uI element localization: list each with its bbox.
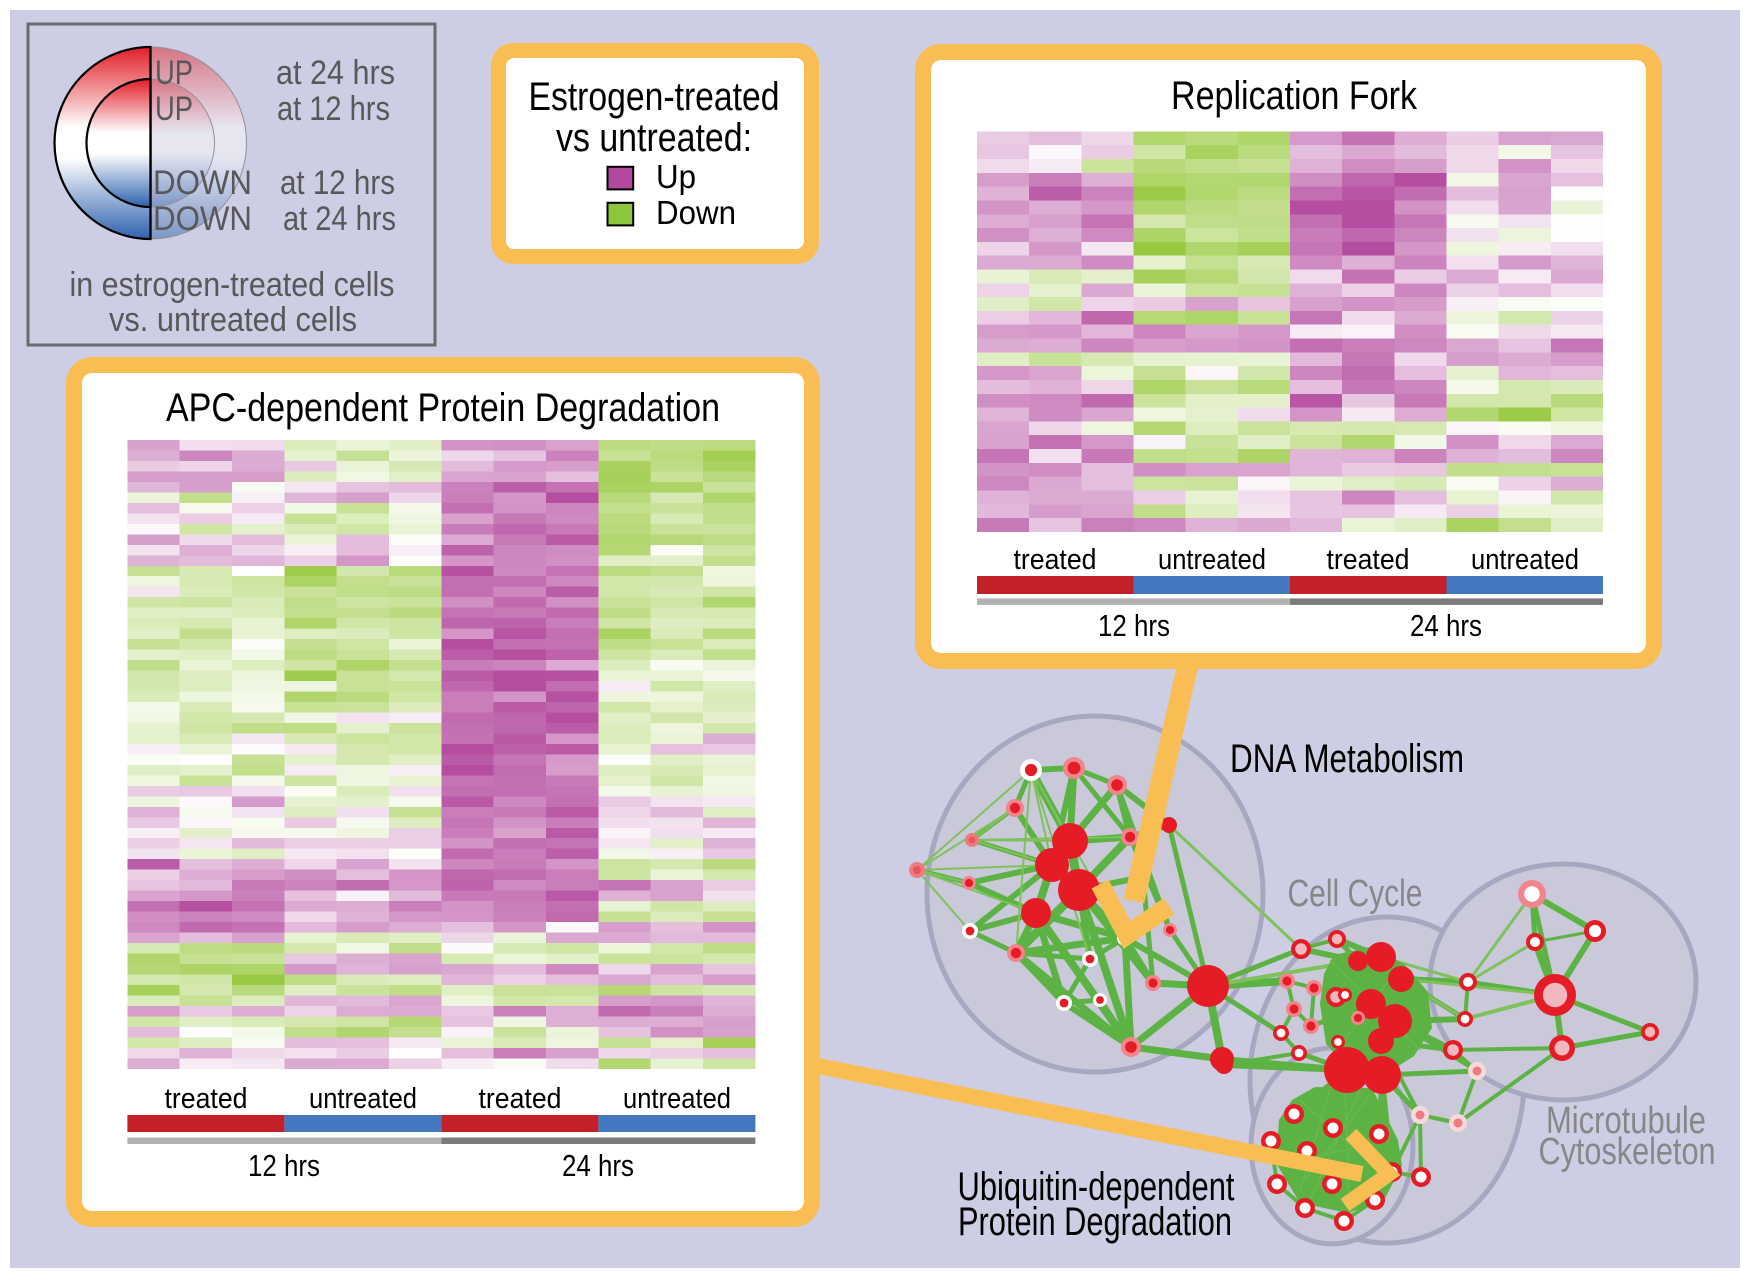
svg-text:untreated: untreated [1158,544,1266,576]
svg-text:Down: Down [656,194,736,231]
svg-text:untreated: untreated [309,1083,417,1115]
svg-text:Up: Up [656,158,696,195]
svg-text:treated: treated [479,1083,562,1115]
svg-text:APC-dependent Protein Degradat: APC-dependent Protein Degradation [166,386,720,430]
svg-text:Ubiquitin-dependent: Ubiquitin-dependent [958,1165,1235,1209]
svg-text:DOWN: DOWN [153,200,252,238]
svg-text:Cytoskeleton: Cytoskeleton [1539,1131,1716,1173]
svg-text:treated: treated [165,1083,248,1115]
svg-text:at 24 hrs: at 24 hrs [276,54,395,92]
svg-text:untreated: untreated [1471,544,1579,576]
svg-text:at 12 hrs: at 12 hrs [280,164,395,202]
svg-text:treated: treated [1327,544,1410,576]
svg-text:untreated: untreated [623,1083,731,1115]
svg-text:Protein Degradation: Protein Degradation [958,1200,1232,1244]
svg-text:at 12 hrs: at 12 hrs [277,90,390,128]
svg-text:Estrogen-treated: Estrogen-treated [529,75,780,119]
svg-text:12 hrs: 12 hrs [248,1148,320,1183]
svg-text:24 hrs: 24 hrs [562,1148,634,1183]
svg-text:UP: UP [155,90,193,128]
svg-text:Replication Fork: Replication Fork [1171,74,1418,118]
svg-text:treated: treated [1014,544,1097,576]
svg-text:DOWN: DOWN [153,164,252,202]
svg-text:UP: UP [155,54,193,92]
svg-text:Cell Cycle: Cell Cycle [1288,873,1423,915]
svg-text:at 24 hrs: at 24 hrs [283,200,396,238]
svg-text:in estrogen-treated cells: in estrogen-treated cells [70,266,395,304]
svg-text:DNA Metabolism: DNA Metabolism [1230,737,1464,781]
svg-text:24 hrs: 24 hrs [1410,608,1482,643]
svg-text:Microtubule: Microtubule [1546,1100,1706,1142]
svg-text:vs untreated:: vs untreated: [556,116,752,160]
svg-text:vs. untreated cells: vs. untreated cells [109,301,357,339]
svg-text:12 hrs: 12 hrs [1098,608,1170,643]
